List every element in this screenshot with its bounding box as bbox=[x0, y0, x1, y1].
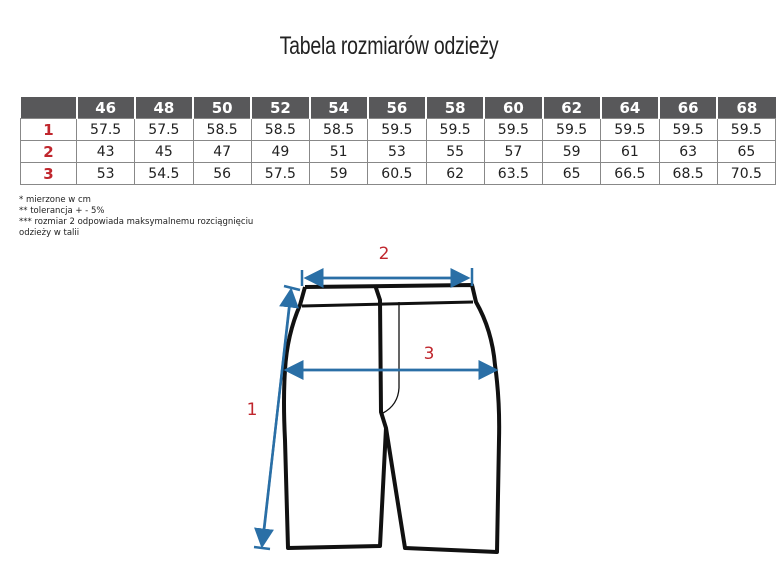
table-cell: 58.5 bbox=[308, 118, 369, 141]
column-header: 56 bbox=[366, 97, 426, 119]
table-cell: 57.5 bbox=[134, 118, 194, 141]
table-cell: 51 bbox=[308, 140, 369, 163]
table-row: 3 53 54.5 56 57.5 59 60.5 62 63.5 65 66.5 68.5 70.5 bbox=[20, 162, 777, 185]
table-cell: 70.5 bbox=[716, 162, 777, 185]
column-header: 50 bbox=[191, 97, 252, 119]
table-cell: 62 bbox=[425, 162, 485, 185]
column-header: 60 bbox=[483, 97, 543, 119]
note: * mierzone w cm bbox=[19, 195, 91, 205]
column-header: 58 bbox=[424, 97, 485, 119]
column-header: 48 bbox=[133, 97, 193, 119]
shorts-outline bbox=[282, 283, 502, 554]
note: ** tolerancja + - 5% bbox=[19, 206, 105, 216]
column-header: 64 bbox=[599, 97, 659, 119]
column-header: 46 bbox=[75, 97, 135, 119]
table-row: 2 43 45 47 49 51 53 55 57 59 61 63 65 bbox=[20, 140, 777, 163]
table-cell: 66.5 bbox=[600, 162, 660, 185]
table-cell: 63 bbox=[658, 140, 718, 163]
table-cell: 59 bbox=[308, 162, 369, 185]
table-cell: 47 bbox=[192, 140, 252, 163]
table-cell: 59.5 bbox=[541, 118, 602, 141]
column-header: 68 bbox=[716, 97, 776, 119]
column-header: 62 bbox=[541, 97, 601, 119]
table-header-row: 46 48 50 52 54 56 58 60 62 64 66 68 bbox=[20, 97, 776, 119]
table-cell: 59.5 bbox=[716, 118, 777, 141]
table-cell: 59.5 bbox=[483, 118, 544, 141]
table-cell: 63.5 bbox=[483, 162, 544, 185]
label-2: 2 bbox=[379, 244, 390, 264]
column-header: 66 bbox=[657, 97, 718, 119]
label-1: 1 bbox=[247, 400, 258, 420]
table-cell: 56 bbox=[192, 162, 252, 185]
table-cell: 59.5 bbox=[600, 118, 660, 141]
measurement-arrows bbox=[253, 268, 499, 551]
table-cell: 53 bbox=[75, 162, 136, 185]
note: odzieży w talii bbox=[19, 228, 80, 238]
table-cell: 68.5 bbox=[658, 162, 718, 185]
size-table: 46 48 50 52 54 56 58 60 62 64 66 68 1 57.5 57.5 58.5 58… bbox=[20, 97, 777, 185]
page-title: Tabela rozmiarów odzieży bbox=[279, 32, 499, 60]
column-header: 52 bbox=[250, 97, 310, 119]
column-header: 54 bbox=[308, 97, 368, 119]
table-cell: 53 bbox=[367, 140, 427, 163]
column-header bbox=[20, 97, 77, 119]
notes: * mierzone w cm ** tolerancja + - 5% ***… bbox=[19, 195, 253, 239]
note: *** rozmiar 2 odpowiada maksymalnemu roz… bbox=[19, 217, 254, 227]
table-cell: 43 bbox=[75, 140, 136, 163]
label-3: 3 bbox=[424, 344, 435, 364]
table-cell: 60.5 bbox=[367, 162, 427, 185]
